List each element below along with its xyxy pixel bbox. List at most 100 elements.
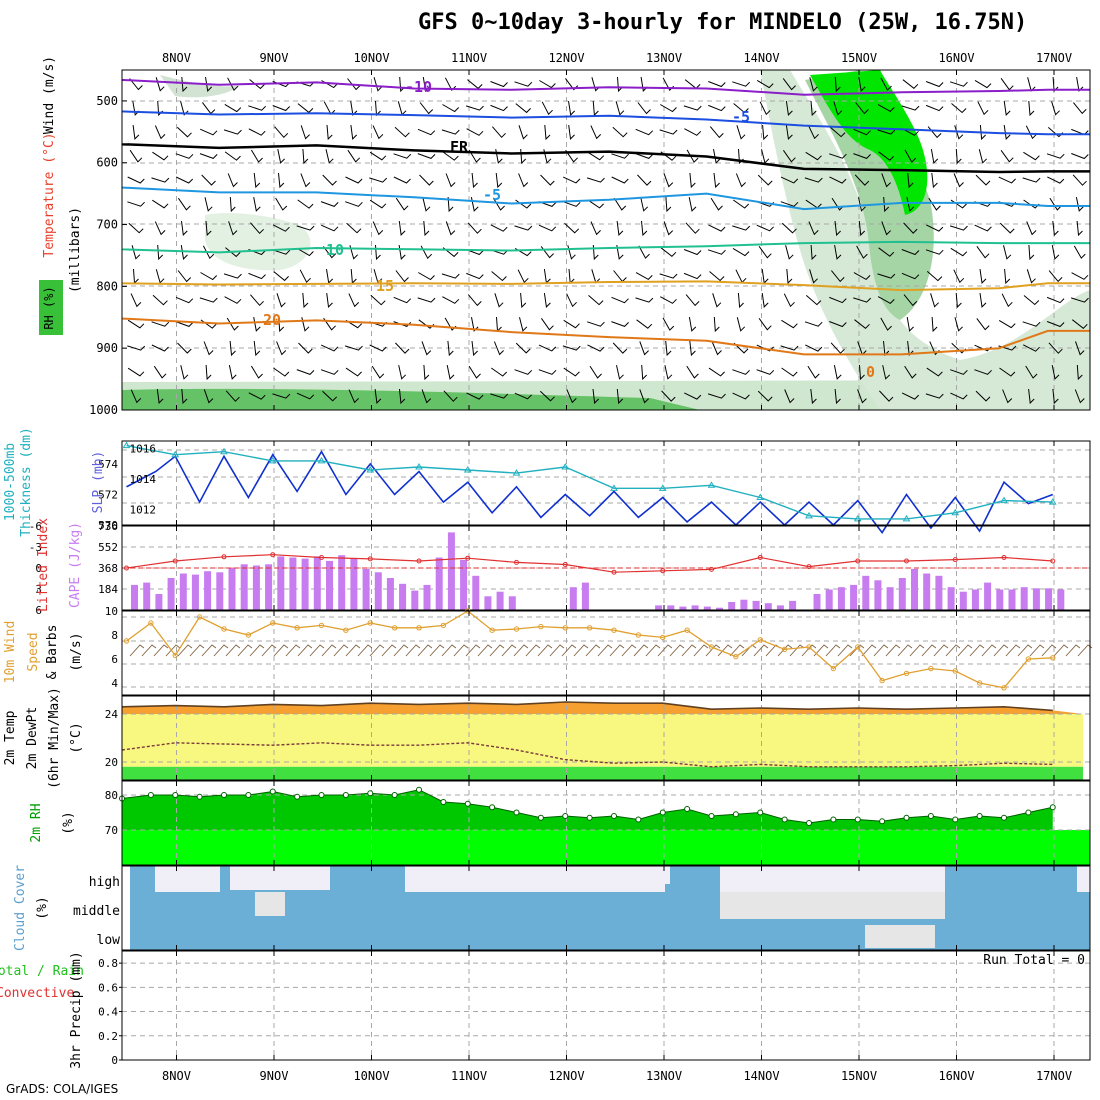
wind-barb (152, 151, 169, 161)
wind-barb (566, 389, 577, 404)
cape-bar (874, 580, 882, 610)
wind-barb (684, 128, 702, 136)
wind-barb (635, 272, 653, 281)
precip-tick-label: 0.8 (98, 957, 118, 970)
rh-tick-label: 70 (105, 824, 118, 837)
temp-line (121, 701, 1053, 712)
cape-bar (350, 558, 358, 610)
wind-barb (372, 221, 384, 236)
wind-barb (1028, 388, 1035, 405)
wind-barb (1051, 365, 1060, 380)
wind-unit-label: (m/s) (69, 632, 84, 671)
rh-frame (121, 780, 1091, 866)
wind-barb (248, 392, 266, 400)
wind-barb (540, 174, 555, 186)
cape-tick-label: 368 (98, 562, 118, 575)
wind-barb (225, 390, 240, 402)
cape-bar (984, 582, 992, 610)
wind-barb (446, 365, 455, 380)
wind-barb (373, 77, 383, 92)
wind-barb (127, 176, 145, 184)
x-tick-label-bottom: 10NOV (353, 1069, 389, 1083)
wind-barb (809, 77, 818, 92)
wind-barb (810, 244, 817, 261)
cape-bar (496, 591, 504, 610)
wind-speed-point (245, 632, 252, 638)
cape-bar (313, 556, 321, 610)
wind-barb (881, 221, 891, 236)
wind-barb (248, 272, 266, 280)
chart-title: GFS 0~10day 3-hourly for MINDELO (25W, 1… (418, 10, 1028, 35)
wind-barb (467, 294, 482, 307)
wind-barb (471, 172, 478, 189)
surface-wind-barb (141, 644, 157, 657)
wind-speed-line (126, 610, 1053, 689)
wind-barb (514, 81, 533, 87)
wind-barb (978, 149, 988, 164)
surface-wind-barb (189, 644, 205, 657)
surface-wind-barb (1017, 644, 1033, 657)
wind-barb (688, 317, 697, 332)
wind-tick-label: 8 (111, 629, 118, 642)
isotherm-label: -5 (483, 186, 501, 204)
y-tick-label: 700 (96, 218, 118, 232)
wind-barb (177, 270, 192, 283)
isotherm-5 (121, 186, 1090, 211)
wind-speed-point (806, 644, 812, 650)
wind-barb (494, 293, 504, 308)
wind-barb (490, 224, 508, 232)
surface-wind-barb (549, 644, 565, 657)
wind-barb (154, 125, 166, 140)
surface-wind-barb (1053, 644, 1069, 657)
isotherm-20 (121, 317, 1090, 356)
wind-barb (829, 296, 847, 304)
wind-barb (950, 369, 968, 375)
wind-barb (955, 292, 962, 309)
isotherm-label: -10 (405, 78, 432, 96)
wind-barb (684, 392, 702, 400)
wind-barb (418, 272, 435, 281)
wind-barb (277, 149, 285, 164)
precip-axis-label: 3hr Precip (mm) (69, 951, 84, 1068)
surface-wind-barb (861, 644, 877, 657)
lifted-index-point (855, 558, 861, 564)
wind-barb (1073, 102, 1087, 115)
wind-barb (902, 128, 919, 136)
wind-barb (348, 389, 359, 404)
wind-barb (538, 344, 557, 352)
wind-barb (323, 317, 336, 331)
slp-frame (121, 440, 1091, 526)
wind-barb (565, 78, 579, 91)
wind-barb (756, 344, 774, 352)
wind-barb (709, 271, 725, 282)
thickness-point (610, 484, 618, 491)
rh-point (172, 792, 179, 798)
wind-barb (930, 293, 939, 308)
wind-barb (902, 79, 919, 89)
wind-barb (758, 246, 772, 259)
wind-barb (759, 101, 771, 116)
cloud-unit-label: (%) (35, 896, 50, 919)
convective-label: Convective (0, 986, 74, 1001)
wind-barb (325, 149, 334, 164)
wind-barb (421, 389, 432, 404)
rh-point (611, 813, 617, 819)
wind-barb (805, 344, 823, 352)
wind-speed-point (684, 627, 690, 633)
cape-bar (362, 568, 370, 610)
x-tick-label-top: 15NOV (841, 51, 877, 65)
wind-tick-label: 4 (111, 677, 118, 690)
wind-barb (712, 293, 722, 308)
wind-barb (756, 369, 775, 375)
wind-barb (637, 102, 651, 115)
surface-wind-barb (957, 644, 973, 657)
cape-bar (216, 572, 224, 610)
wind-barb (834, 76, 841, 93)
cape-bar (399, 583, 407, 611)
wind-barb (447, 340, 454, 357)
surface-wind-barb (801, 644, 817, 657)
thickness-point (1048, 498, 1057, 505)
cape-bar (143, 582, 151, 610)
cloud-clear-region (290, 866, 330, 876)
